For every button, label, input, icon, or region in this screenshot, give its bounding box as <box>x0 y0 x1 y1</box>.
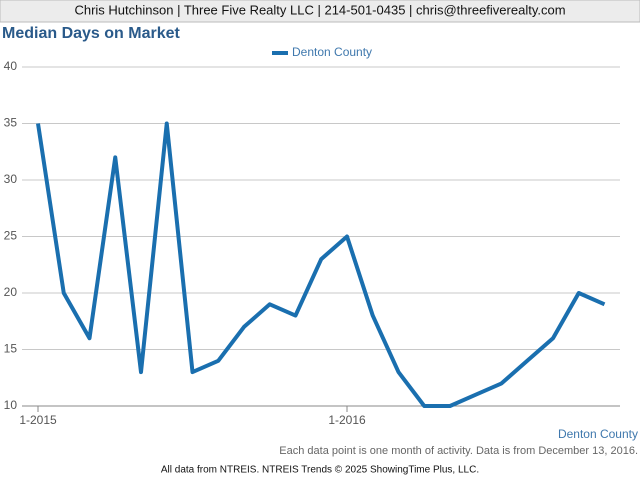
x-tick-label: 1-2015 <box>19 413 57 427</box>
y-tick-label: 25 <box>4 229 18 243</box>
header-text: Chris Hutchinson | Three Five Realty LLC… <box>74 2 565 17</box>
x-tick-label: 1-2016 <box>328 413 366 427</box>
note: Each data point is one month of activity… <box>279 445 638 457</box>
y-tick-label: 20 <box>4 285 18 299</box>
y-tick-label: 35 <box>4 116 18 130</box>
data-line <box>36 121 606 408</box>
source: All data from NTREIS. NTREIS Trends © 20… <box>161 465 479 476</box>
y-tick-label: 40 <box>4 59 18 73</box>
chart-title: Median Days on Market <box>2 25 181 42</box>
x-axis-label: Denton County <box>558 427 638 441</box>
y-tick-label: 10 <box>4 398 18 412</box>
legend-label: Denton County <box>292 45 372 59</box>
y-tick-label: 30 <box>4 172 18 186</box>
y-tick-label: 15 <box>4 342 18 356</box>
header-bar <box>0 0 640 23</box>
